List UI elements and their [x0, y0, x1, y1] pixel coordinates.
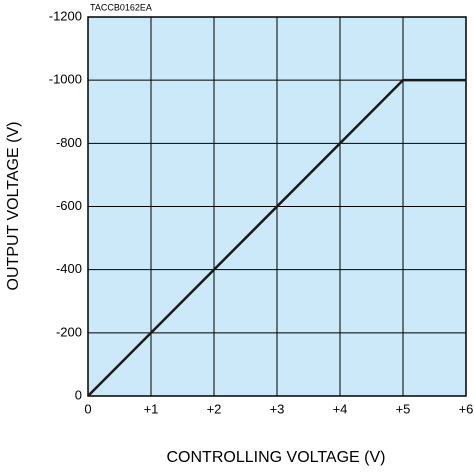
x-tick-label: +3 — [270, 401, 285, 416]
y-tick-label: 0 — [75, 387, 82, 402]
x-axis-title: CONTROLLING VOLTAGE (V) — [167, 449, 386, 466]
plot-frame — [87, 16, 467, 397]
y-tick-label: -600 — [56, 198, 82, 213]
x-tick-label: +4 — [333, 401, 348, 416]
y-tick-label: -400 — [56, 261, 82, 276]
x-tick-label: +6 — [459, 401, 474, 416]
y-axis-title: OUTPUT VOLTAGE (V) — [5, 122, 22, 291]
data-line — [87, 78, 466, 397]
x-tick-label: 0 — [84, 401, 91, 416]
annotation: TACCB0162EA — [90, 2, 152, 12]
y-tick-label: -1200 — [49, 8, 82, 23]
y-tick-label: -200 — [56, 324, 82, 339]
x-tick-label: +1 — [144, 401, 159, 416]
y-tick-label: -1000 — [49, 72, 82, 87]
x-tick-label: +2 — [207, 401, 222, 416]
x-tick-label: +5 — [396, 401, 411, 416]
y-tick-label: -800 — [56, 135, 82, 150]
